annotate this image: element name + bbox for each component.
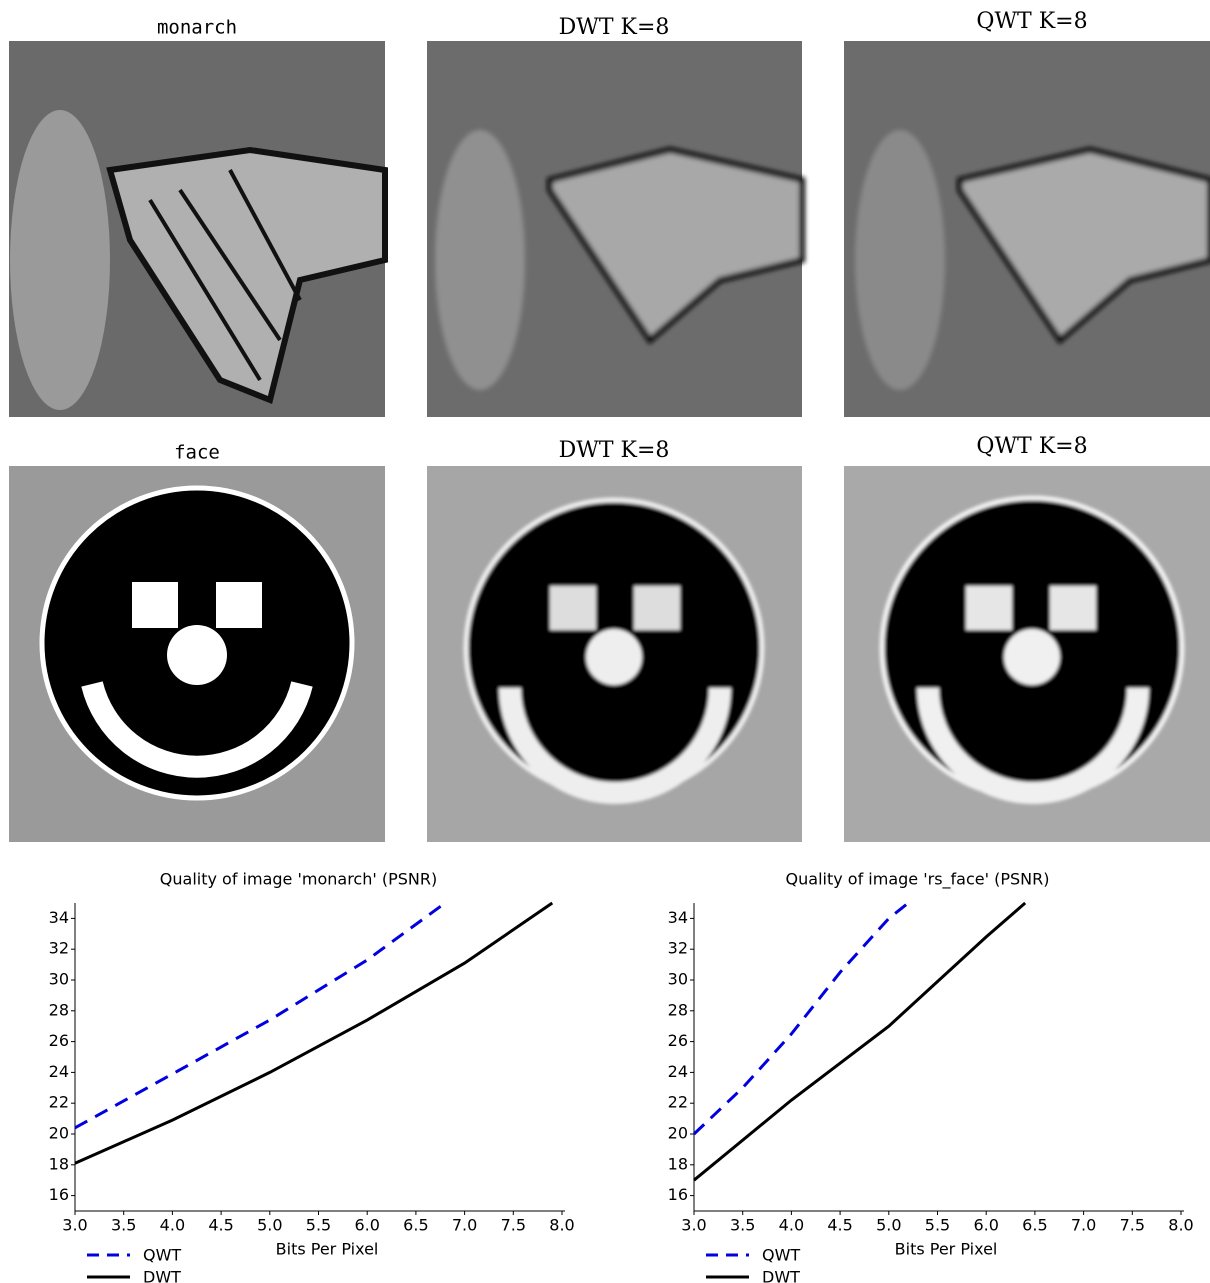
x-tick-label: 6.0: [973, 1216, 998, 1235]
x-tick-label: 5.5: [925, 1216, 950, 1235]
x-tick-label: 4.0: [160, 1216, 185, 1235]
x-tick-label: 4.5: [208, 1216, 233, 1235]
x-tick-label: 4.0: [779, 1216, 804, 1235]
legend-label: DWT: [762, 1268, 800, 1283]
image-caption: DWT K=8: [559, 15, 670, 40]
y-tick-label: 24: [49, 1062, 69, 1081]
y-tick-label: 26: [49, 1031, 69, 1050]
line-series: [692, 901, 910, 1136]
x-tick-label: 5.5: [306, 1216, 331, 1235]
line-series: [74, 901, 554, 1165]
legend-label: DWT: [143, 1268, 181, 1283]
x-tick-label: 3.5: [730, 1216, 755, 1235]
x-tick-label: 7.5: [501, 1216, 526, 1235]
y-tick-label: 16: [49, 1185, 69, 1204]
image-monarch-qwt: [844, 41, 1210, 417]
y-tick-label: 22: [49, 1093, 69, 1112]
y-tick-label: 28: [49, 1000, 69, 1019]
x-tick-label: 3.0: [62, 1216, 87, 1235]
x-tick-label: 6.0: [354, 1216, 379, 1235]
image-monarch-dwt: [427, 41, 805, 417]
x-axis-label: Bits Per Pixel: [895, 1240, 998, 1259]
legend-label: QWT: [143, 1246, 181, 1265]
y-tick-label: 18: [49, 1154, 69, 1173]
x-tick-label: 7.0: [452, 1216, 477, 1235]
image-monarch: [9, 41, 388, 417]
y-tick-label: 34: [49, 908, 69, 927]
image-caption: QWT K=8: [976, 9, 1087, 34]
x-tick-label: 5.0: [876, 1216, 901, 1235]
y-tick-label: 30: [668, 970, 688, 989]
image-caption: DWT K=8: [559, 438, 670, 463]
x-tick-label: 8.0: [1168, 1216, 1193, 1235]
x-axis-label: Bits Per Pixel: [276, 1240, 379, 1259]
y-tick-label: 16: [668, 1185, 688, 1204]
y-tick-label: 26: [668, 1031, 688, 1050]
image-face-qwt: [844, 466, 1210, 842]
x-tick-label: 4.5: [827, 1216, 852, 1235]
image-caption: monarch: [157, 17, 237, 39]
y-tick-label: 22: [668, 1093, 688, 1112]
x-tick-label: 5.0: [257, 1216, 282, 1235]
image-face: [9, 466, 385, 842]
y-tick-label: 18: [668, 1154, 688, 1173]
y-tick-label: 32: [668, 939, 688, 958]
chart-title: Quality of image 'rs_face' (PSNR): [786, 870, 1050, 890]
legend-label: QWT: [762, 1246, 800, 1265]
x-tick-label: 8.0: [549, 1216, 574, 1235]
line-series: [693, 901, 1027, 1182]
y-tick-label: 34: [668, 908, 688, 927]
image-caption: face: [174, 442, 220, 464]
x-tick-label: 7.5: [1120, 1216, 1145, 1235]
x-tick-label: 6.5: [403, 1216, 428, 1235]
x-tick-label: 7.0: [1071, 1216, 1096, 1235]
x-tick-label: 3.5: [111, 1216, 136, 1235]
y-tick-label: 24: [668, 1062, 688, 1081]
y-tick-label: 20: [49, 1124, 69, 1143]
chart-title: Quality of image 'monarch' (PSNR): [160, 870, 437, 889]
y-tick-label: 20: [668, 1124, 688, 1143]
x-tick-label: 3.0: [681, 1216, 706, 1235]
y-tick-label: 32: [49, 939, 69, 958]
line-series: [74, 901, 447, 1130]
y-tick-label: 28: [668, 1000, 688, 1019]
image-caption: QWT K=8: [976, 434, 1087, 459]
image-face-dwt: [427, 466, 802, 842]
x-tick-label: 6.5: [1022, 1216, 1047, 1235]
y-tick-label: 30: [49, 970, 69, 989]
